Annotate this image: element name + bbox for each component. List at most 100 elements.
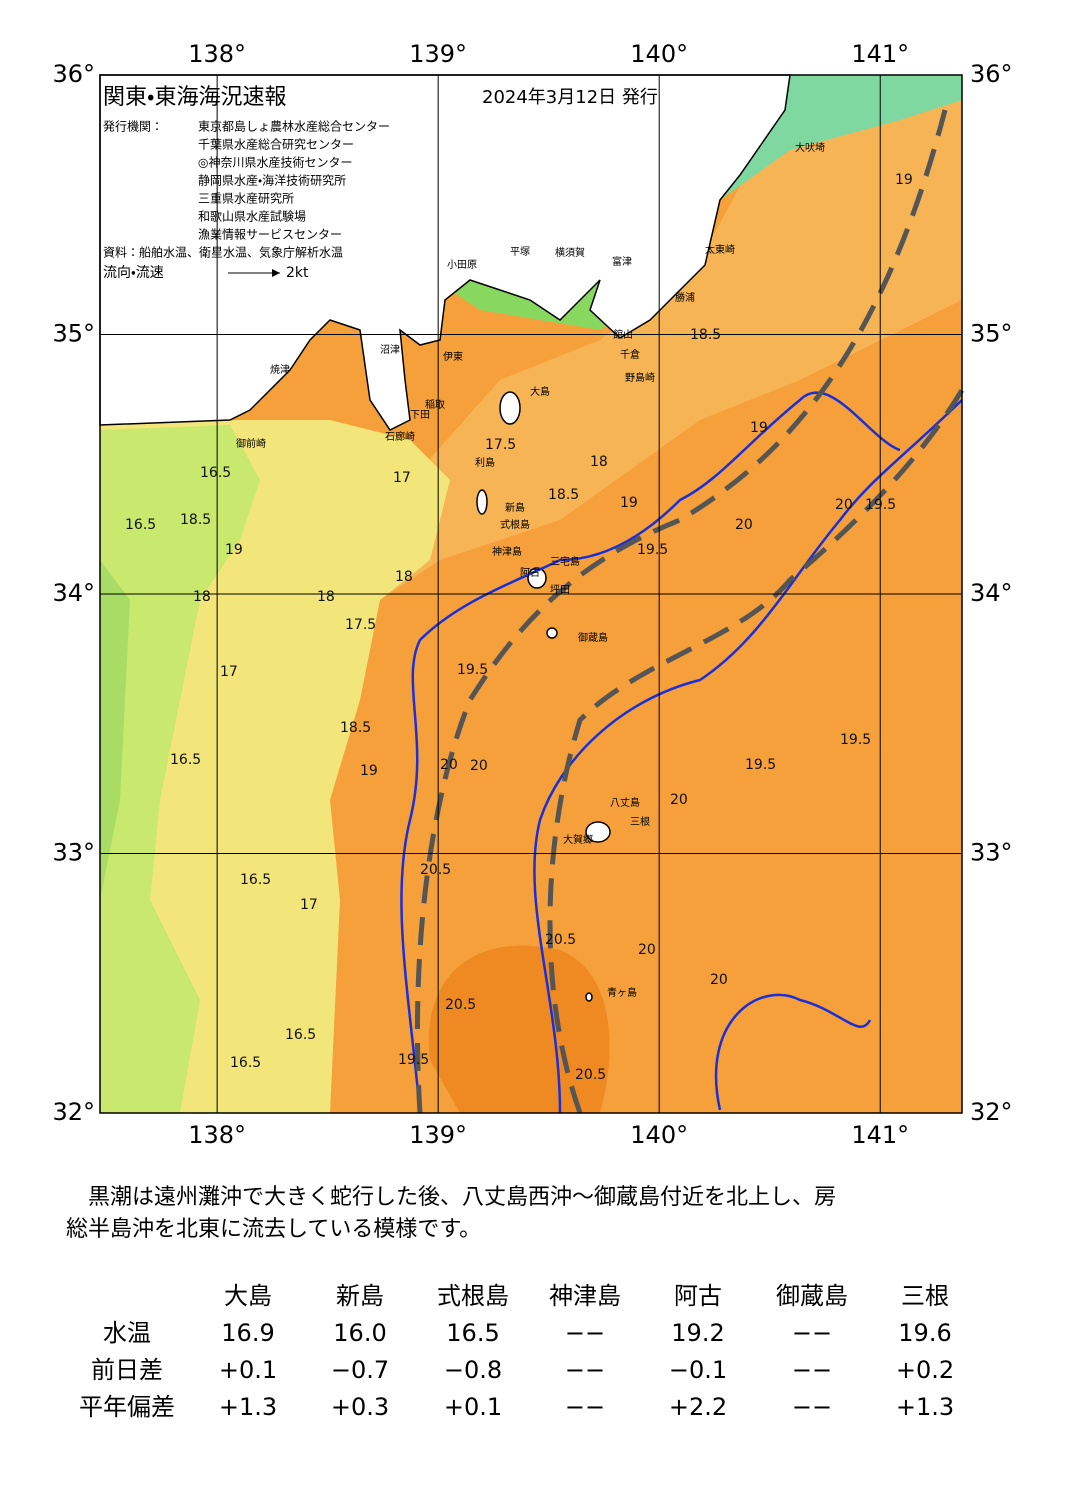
graticule bbox=[100, 74, 962, 1114]
cell: −− bbox=[565, 1393, 605, 1421]
island bbox=[546, 627, 558, 639]
isotherm-label: 18.5 bbox=[690, 327, 721, 343]
source: 資料：船舶水温、衛星水温、気象庁解析水温 bbox=[103, 245, 343, 260]
isotherm-label: 16.5 bbox=[125, 517, 156, 533]
place-name: 沼津 bbox=[380, 343, 400, 356]
kuroshio-contours bbox=[400, 391, 963, 1114]
description-line: 黒潮は遠州灘沖で大きく蛇行した後、八丈島西沖～御蔵島付近を北上し、房 bbox=[66, 1185, 836, 1210]
isotherm-label: 19.5 bbox=[745, 757, 776, 773]
isotherm-label: 17 bbox=[220, 664, 238, 680]
isotherm-label: 17.5 bbox=[345, 617, 376, 633]
place-name: 式根島 bbox=[500, 518, 530, 531]
publisher: 東京都島しょ農林水産総合センター bbox=[198, 119, 390, 134]
issue-date: 2024年3月12日 発行 bbox=[482, 87, 658, 108]
isotherm-label: 19.5 bbox=[865, 497, 896, 513]
lat-label-right: 33° bbox=[970, 839, 1013, 867]
lat-label-left: 35° bbox=[52, 320, 95, 348]
lon-label-bottom: 139° bbox=[409, 1121, 467, 1149]
publisher: 静岡県水産・海洋技術研究所 bbox=[198, 173, 346, 188]
lat-label-right: 35° bbox=[970, 320, 1013, 348]
islands bbox=[476, 391, 611, 1002]
cell: −0.8 bbox=[444, 1356, 502, 1384]
cell: 16.5 bbox=[446, 1319, 499, 1347]
place-name: 横須賀 bbox=[555, 246, 585, 259]
isotherm-label: 16.5 bbox=[285, 1027, 316, 1043]
axis-line bbox=[547, 388, 965, 1114]
lon-label-top: 141° bbox=[851, 40, 909, 68]
column-header: 新島 bbox=[336, 1282, 384, 1310]
contour-line bbox=[714, 993, 872, 1111]
axis-line bbox=[414, 109, 948, 1114]
publisher: 千葉県水産総合研究センター bbox=[198, 137, 354, 152]
isotherm-label: 17.5 bbox=[485, 437, 516, 453]
isotherm-label: 20 bbox=[638, 942, 656, 958]
description-line: 総半島沖を北東に流去している模様です。 bbox=[66, 1217, 481, 1242]
map-title: 関東・東海海況速報 bbox=[103, 85, 286, 110]
place-name: 八丈島 bbox=[610, 796, 640, 809]
place-name: 焼津 bbox=[270, 364, 290, 376]
place-name: 館山 bbox=[613, 328, 633, 341]
place-name: 新島 bbox=[505, 501, 525, 514]
cell: +0.1 bbox=[219, 1356, 277, 1384]
sea-cold bbox=[100, 425, 260, 1113]
cell: 19.6 bbox=[898, 1319, 951, 1347]
island bbox=[499, 391, 521, 425]
place-name: 三宅島 bbox=[550, 555, 580, 568]
lat-label-left: 32° bbox=[52, 1098, 95, 1126]
lon-label-bottom: 140° bbox=[630, 1121, 688, 1149]
contour-line bbox=[533, 399, 963, 1114]
cell: +2.2 bbox=[669, 1393, 727, 1421]
place-name: 勝浦 bbox=[675, 291, 695, 304]
kuroshio-axis bbox=[414, 109, 965, 1114]
isotherm-label: 16.5 bbox=[200, 465, 231, 481]
isotherm-label: 20 bbox=[835, 497, 853, 513]
place-name: 大吠埼 bbox=[795, 141, 825, 154]
place-name: 御蔵島 bbox=[578, 631, 608, 644]
isotherm-label: 20 bbox=[735, 517, 753, 533]
isotherm-label: 20.5 bbox=[420, 862, 451, 878]
lon-label-top: 138° bbox=[188, 40, 246, 68]
isotherm-label: 20.5 bbox=[445, 997, 476, 1013]
isotherm-label: 17 bbox=[393, 470, 411, 486]
publisher-label: 発行機関： bbox=[103, 120, 163, 134]
cell: 16.0 bbox=[333, 1319, 386, 1347]
place-name: 平塚 bbox=[510, 246, 530, 258]
column-header: 三根 bbox=[901, 1282, 949, 1310]
place-name: 三根 bbox=[630, 815, 650, 828]
publisher: 三重県水産研究所 bbox=[198, 192, 294, 206]
isotherm-label: 18 bbox=[317, 589, 335, 605]
publisher: ◎神奈川県水産技術センター bbox=[198, 155, 352, 170]
isotherm-label: 18.5 bbox=[180, 512, 211, 528]
lon-label-bottom: 138° bbox=[188, 1121, 246, 1149]
place-name: 石廊崎 bbox=[385, 430, 415, 443]
place-name: 大島 bbox=[530, 385, 550, 398]
column-header: 阿古 bbox=[674, 1282, 722, 1310]
isotherm-label: 19 bbox=[895, 172, 913, 188]
description: 黒潮は遠州灘沖で大きく蛇行した後、八丈島西沖～御蔵島付近を北上し、房総半島沖を北… bbox=[66, 1185, 836, 1242]
cell: +0.3 bbox=[331, 1393, 389, 1421]
column-header: 式根島 bbox=[437, 1282, 509, 1310]
isotherm-label: 16.5 bbox=[230, 1055, 261, 1071]
isotherm-label: 16.5 bbox=[240, 872, 271, 888]
isotherm-label: 19 bbox=[750, 420, 768, 436]
lat-label-left: 34° bbox=[52, 579, 95, 607]
isotherm-label: 20 bbox=[670, 792, 688, 808]
isotherm-label: 19 bbox=[225, 542, 243, 558]
place-name: 下田 bbox=[410, 410, 430, 421]
isotherm-label: 20.5 bbox=[575, 1067, 606, 1083]
publisher: 和歌山県水産試験場 bbox=[198, 209, 306, 224]
lat-label-right: 36° bbox=[970, 60, 1013, 88]
isotherm-label: 20.5 bbox=[545, 932, 576, 948]
island bbox=[585, 821, 611, 843]
isotherm-label: 19.5 bbox=[457, 662, 488, 678]
place-name: 野島崎 bbox=[625, 371, 655, 384]
place-name: 御前崎 bbox=[236, 437, 266, 450]
isotherm-label: 18 bbox=[590, 454, 608, 470]
isotherm-label: 20 bbox=[470, 758, 488, 774]
publisher: 漁業情報サービスセンター bbox=[198, 228, 342, 242]
lat-label-left: 36° bbox=[52, 60, 95, 88]
column-header: 大島 bbox=[224, 1282, 272, 1310]
isotherm-label: 19.5 bbox=[637, 542, 668, 558]
